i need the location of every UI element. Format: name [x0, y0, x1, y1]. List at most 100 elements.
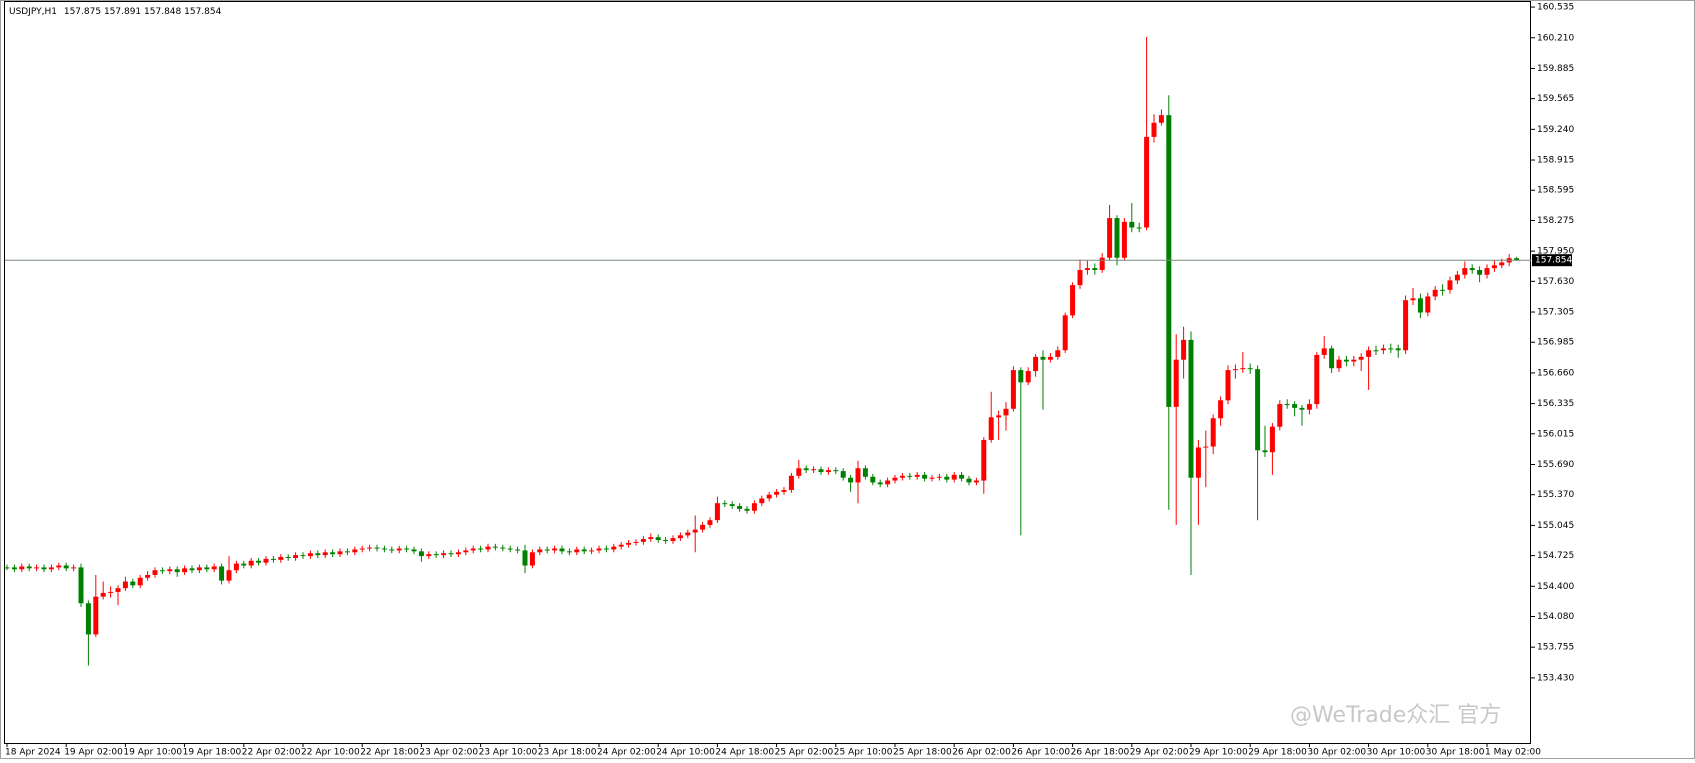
y-tick-label: 158.595 — [1537, 186, 1574, 196]
y-tick-label: 153.755 — [1537, 643, 1574, 653]
candle-body — [692, 529, 698, 533]
chart-title: USDJPY,H1 — [9, 7, 57, 17]
candle-body — [500, 547, 506, 549]
candle-body — [1232, 369, 1238, 371]
candle-body — [1440, 289, 1446, 291]
candle-body — [529, 552, 535, 566]
candle-body — [152, 570, 158, 575]
y-tick-label: 158.915 — [1537, 156, 1574, 166]
candle-body — [781, 489, 787, 492]
candle-body — [19, 566, 25, 570]
candle-body — [485, 546, 491, 550]
candle-body — [574, 549, 580, 553]
candle-body — [1084, 268, 1090, 271]
candle-body — [766, 494, 772, 499]
candle-body — [1136, 227, 1142, 229]
candle-body — [855, 468, 861, 483]
y-tick-label: 154.400 — [1537, 582, 1574, 592]
candle-body — [1003, 408, 1009, 416]
candle-body — [1225, 370, 1231, 401]
candle-body — [1388, 348, 1394, 350]
candle-body — [1166, 115, 1172, 407]
candle-body — [278, 557, 284, 560]
candle-body — [1262, 450, 1268, 453]
candle-body — [1181, 339, 1187, 360]
candle-body — [1055, 350, 1061, 357]
candle-body — [1077, 270, 1083, 286]
candle-body — [389, 549, 395, 551]
candle-body — [1121, 221, 1127, 258]
candle-body — [1447, 280, 1453, 290]
candle-body — [418, 551, 424, 557]
candle-body — [1410, 298, 1416, 301]
candle-body — [1173, 359, 1179, 407]
candle-body — [537, 549, 543, 553]
candle-body — [759, 498, 765, 504]
candle-body — [1151, 122, 1157, 137]
candle-body — [1314, 354, 1320, 405]
candle-body — [929, 477, 935, 479]
candle-body — [322, 552, 328, 556]
candle-body — [448, 553, 454, 555]
plot-frame — [4, 1, 1531, 744]
candle-body — [966, 478, 972, 483]
y-tick-label: 155.690 — [1537, 460, 1574, 470]
candle-body — [196, 567, 202, 571]
candle-body — [714, 503, 720, 521]
y-tick-label: 157.630 — [1537, 277, 1574, 287]
candle-body — [618, 544, 624, 547]
x-tick-label: 23 Apr 18:00 — [538, 748, 597, 758]
candle-body — [655, 537, 661, 541]
candle-body — [1247, 368, 1253, 370]
last-low: 157.848 — [144, 7, 181, 17]
x-tick-label: 30 Apr 10:00 — [1367, 748, 1426, 758]
x-tick-label: 30 Apr 02:00 — [1307, 748, 1366, 758]
x-tick-label: 19 Apr 18:00 — [183, 748, 242, 758]
y-tick-label: 157.950 — [1537, 247, 1574, 257]
candle-body — [552, 548, 558, 551]
candle-body — [1025, 371, 1031, 383]
candle-body — [1380, 348, 1386, 351]
candle-body — [1366, 350, 1372, 357]
candle-body — [189, 568, 195, 571]
candle-body — [1477, 270, 1483, 275]
candle-body — [411, 549, 417, 552]
candle-body — [507, 548, 513, 550]
candle-body — [433, 554, 439, 556]
candle-body — [455, 552, 461, 555]
candle-body — [633, 541, 639, 543]
candle-body — [1373, 350, 1379, 352]
candle-body — [463, 550, 469, 553]
y-tick-label: 154.080 — [1537, 612, 1574, 622]
candle-body — [307, 553, 313, 557]
x-tick-label: 24 Apr 18:00 — [715, 748, 774, 758]
x-tick-label: 29 Apr 18:00 — [1248, 748, 1307, 758]
candle-body — [130, 581, 136, 586]
candle-body — [344, 551, 350, 553]
candle-body — [1514, 258, 1520, 261]
candle-body — [78, 567, 84, 604]
candle-body — [1462, 268, 1468, 275]
candle-body — [589, 550, 595, 552]
candle-body — [174, 569, 180, 573]
candle-body — [167, 569, 173, 572]
candle-body — [100, 592, 106, 597]
candle-body — [270, 558, 276, 560]
candle-body — [396, 548, 402, 551]
x-tick-label: 19 Apr 10:00 — [123, 748, 182, 758]
candle-body — [559, 548, 565, 552]
candle-body — [226, 570, 232, 581]
candle-body — [840, 471, 846, 478]
candle-body — [204, 567, 210, 570]
candle-body — [1210, 418, 1216, 447]
x-tick-label: 24 Apr 10:00 — [656, 748, 715, 758]
candle-body — [670, 538, 676, 541]
candle-body — [441, 553, 447, 556]
candle-body — [293, 555, 299, 558]
candle-body — [862, 468, 868, 477]
candle-body — [359, 548, 365, 550]
candle-body — [788, 475, 794, 490]
candle-body — [648, 537, 654, 540]
